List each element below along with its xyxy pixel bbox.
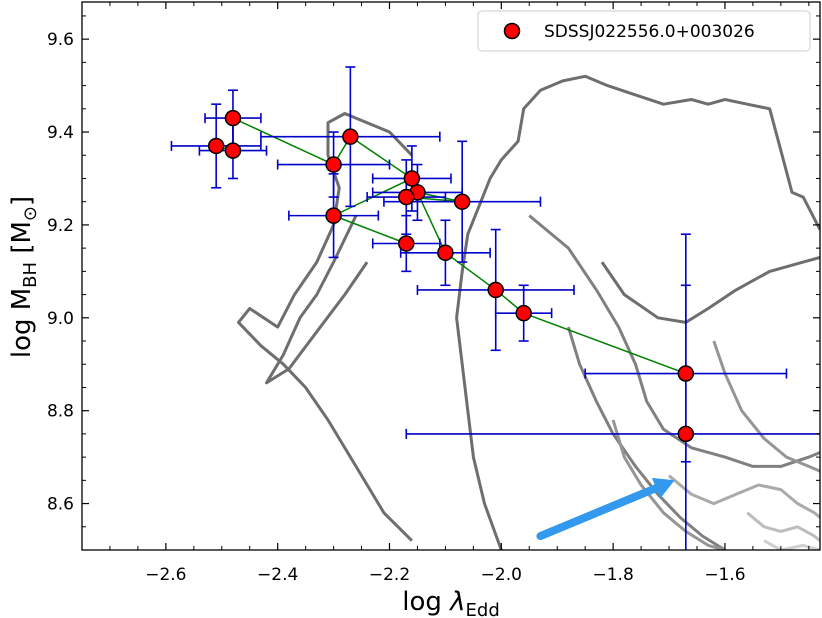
data-point: [437, 244, 454, 262]
legend-label: SDSSJ022556.0+003026: [544, 22, 755, 42]
y-axis-title: log MBH [M⊙]: [7, 196, 41, 358]
contour-line: [265, 214, 369, 385]
x-tick-label: −2.4: [257, 565, 298, 585]
y-tick-label: 8.6: [47, 495, 74, 515]
data-point: [398, 188, 415, 206]
data-point: [515, 304, 532, 322]
x-tick-label: −1.6: [704, 565, 745, 585]
connecting-line-segment: [523, 312, 687, 375]
y-tick-label: 9.0: [47, 309, 74, 329]
data-point: [224, 142, 242, 159]
y-tick-label: 9.6: [47, 30, 74, 50]
contour-line: [668, 474, 820, 519]
y-tick-label: 9.4: [47, 123, 74, 143]
contour-line: [746, 511, 820, 542]
connecting-line-segment: [349, 136, 413, 180]
x-tick-label: −2.0: [481, 565, 522, 585]
data-point: [325, 207, 342, 224]
data-point: [325, 156, 342, 173]
data-point: [677, 365, 695, 382]
connecting-line-segment: [444, 252, 497, 291]
data-points: [207, 109, 695, 443]
contour-line: [763, 539, 820, 550]
y-tick-label: 9.2: [47, 216, 74, 236]
x-tick-label: −1.8: [592, 565, 633, 585]
x-tick-label: −2.2: [369, 565, 410, 585]
legend-marker: [503, 22, 521, 40]
plot-background: [82, 2, 820, 550]
contour-line: [237, 112, 413, 542]
data-point: [224, 109, 242, 127]
x-axis-title: log λEdd: [402, 587, 500, 618]
x-tick-label: −2.6: [145, 565, 186, 585]
plot-frame: [81, 1, 821, 551]
arrow: [536, 477, 675, 541]
legend: SDSSJ022556.0+003026: [477, 10, 811, 52]
contour-line: [455, 74, 820, 550]
data-point: [398, 235, 415, 252]
contour-line: [600, 255, 820, 324]
connecting-line-segment: [333, 214, 407, 245]
legend-box: [477, 10, 811, 52]
arrow-shaft: [536, 484, 661, 541]
data-point: [453, 193, 471, 210]
data-point: [403, 170, 421, 187]
data-point: [342, 128, 359, 145]
y-tick-label: 8.8: [47, 402, 74, 422]
contour-line: [528, 214, 820, 468]
data-point: [487, 281, 504, 299]
connecting-line-segment: [232, 117, 334, 166]
arrow-head: [651, 477, 675, 499]
contour-line: [611, 419, 726, 550]
axis-ticks: −2.6 −2.4 −2.2 −2.0 −1.8 −1.6 8.6 8.8 9.0 9.2 9.4 9…: [47, 2, 820, 585]
data-point: [207, 137, 225, 155]
data-point: [677, 425, 695, 443]
